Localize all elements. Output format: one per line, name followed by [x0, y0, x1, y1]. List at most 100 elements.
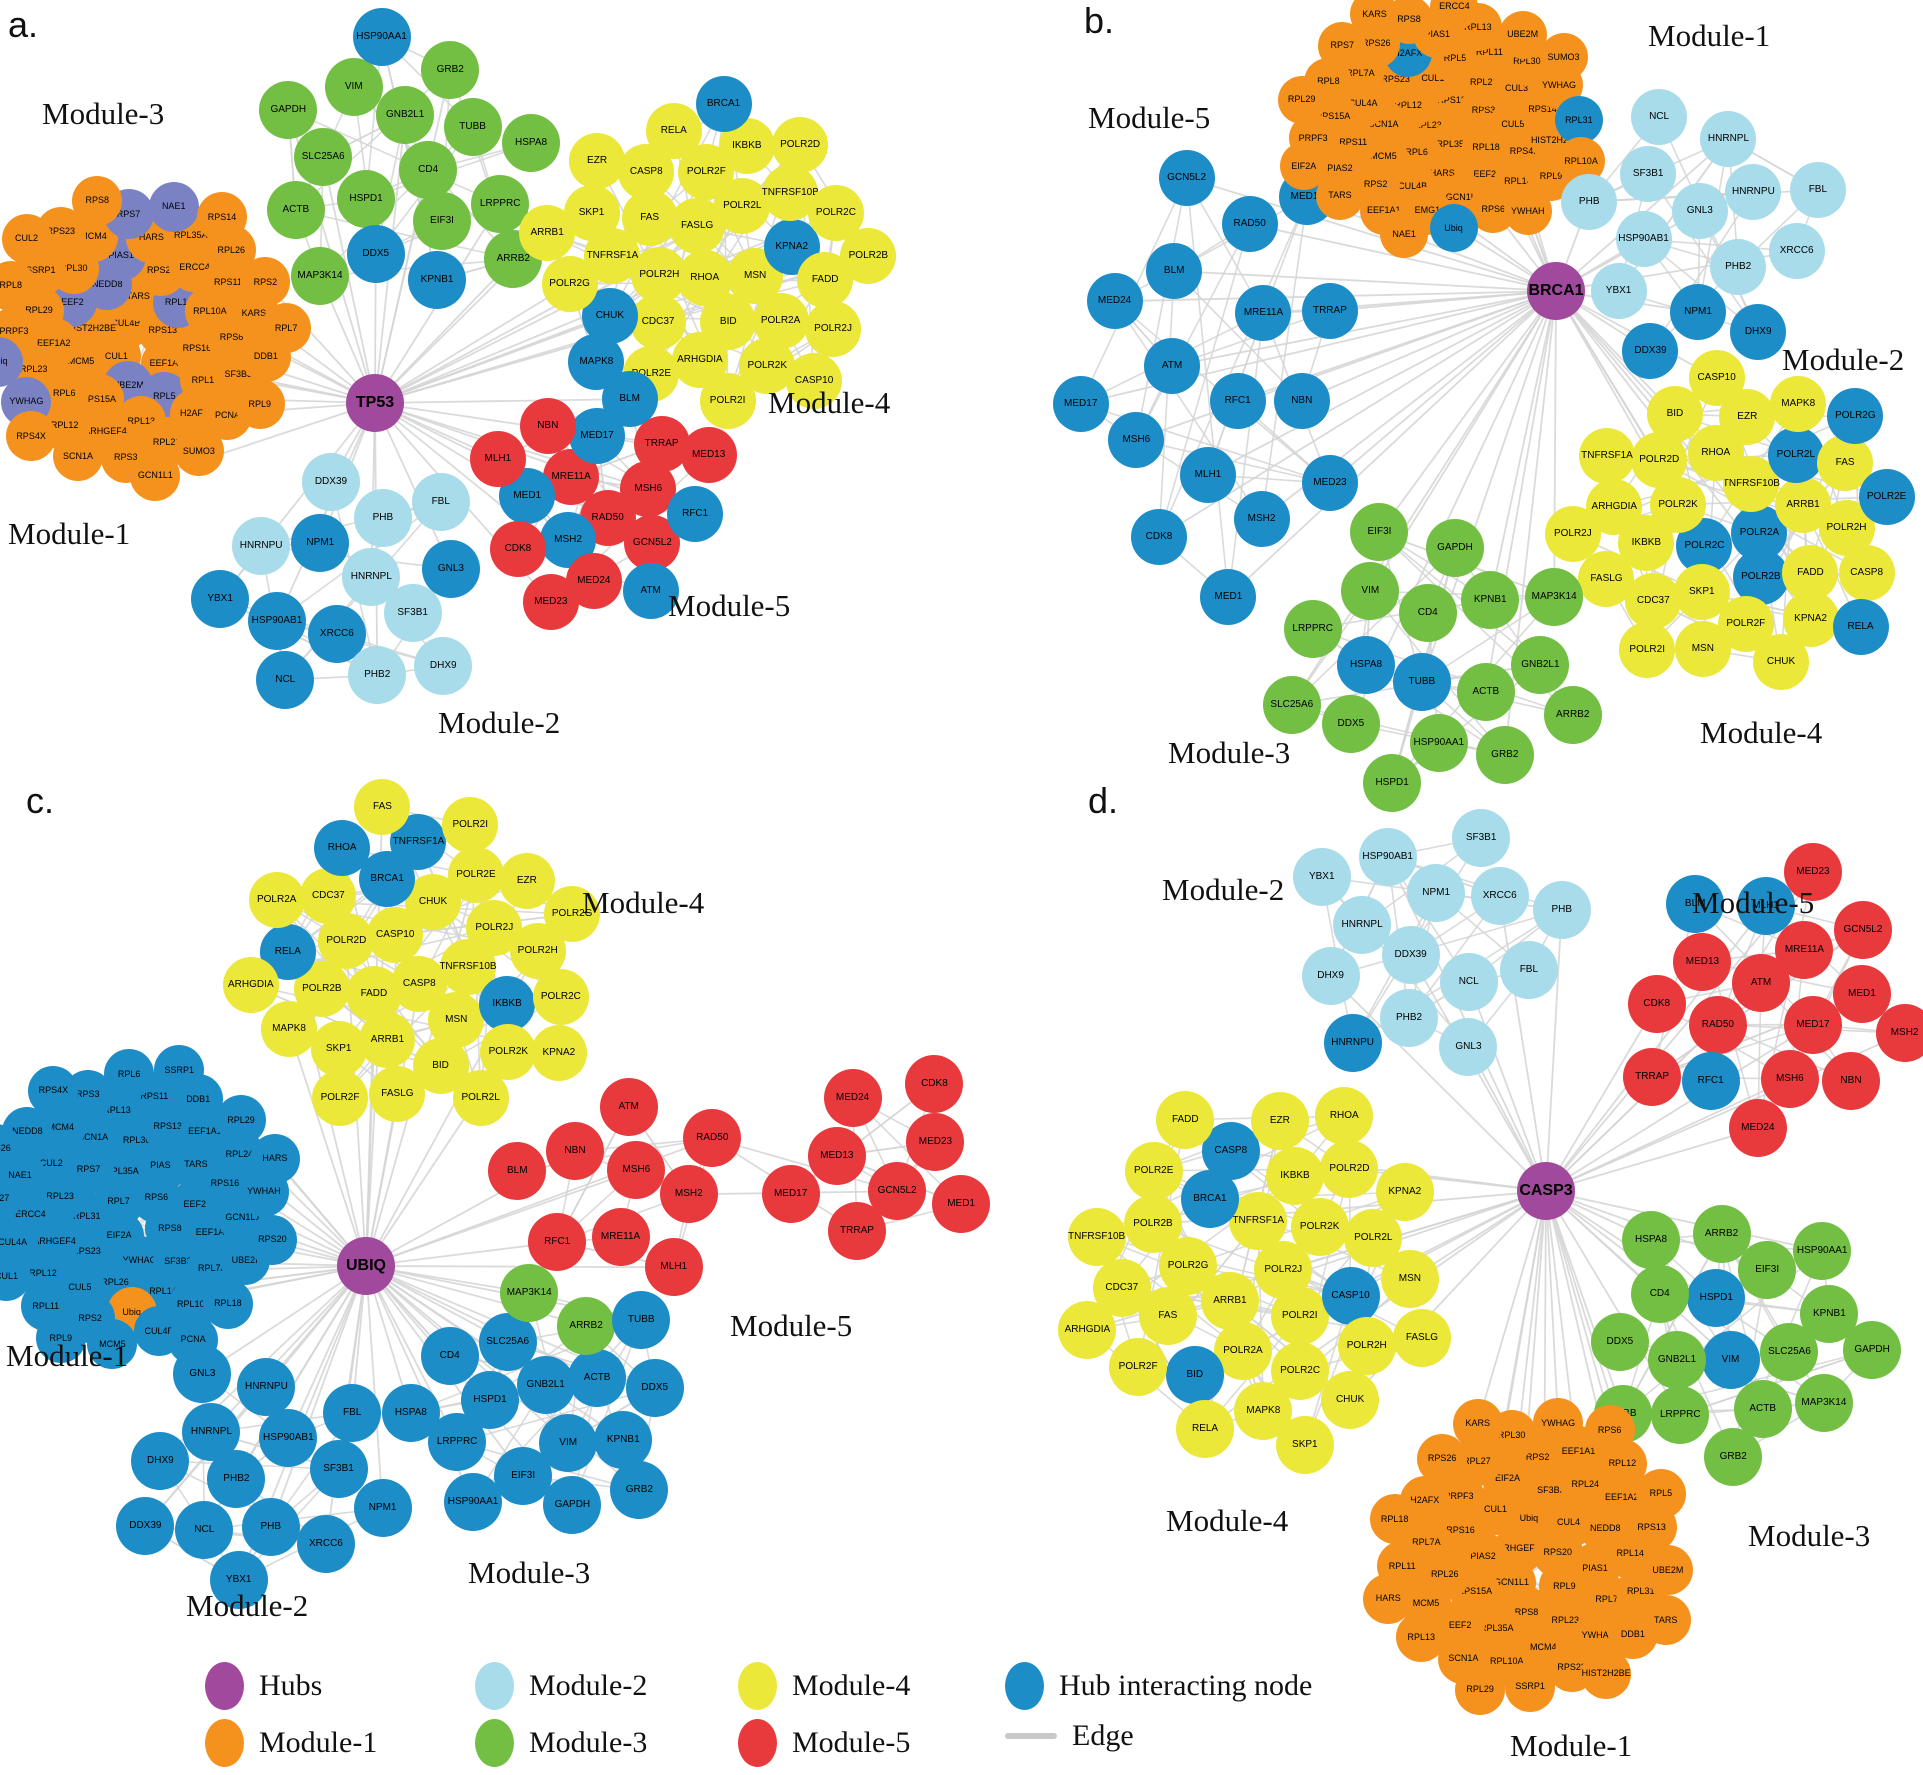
node-EIF2A: EIF2A — [1279, 142, 1328, 191]
node-XRCC6: XRCC6 — [1470, 867, 1529, 926]
node-MED23: MED23 — [1301, 455, 1358, 512]
module-label-module-2: Module-2 — [1782, 342, 1905, 377]
node-MED1: MED1 — [499, 468, 556, 525]
node-RPS26: RPS26 — [0, 1123, 22, 1174]
node-HSPD1: HSPD1 — [1687, 1269, 1746, 1328]
node-ATM: ATM — [599, 1078, 658, 1137]
node-YBX1: YBX1 — [209, 1551, 268, 1610]
node-TNFRSF1A: TNFRSF1A — [1579, 428, 1636, 485]
node-MRE11A: MRE11A — [1775, 920, 1834, 979]
node-NPM1: NPM1 — [291, 514, 350, 573]
node-EZR: EZR — [1250, 1092, 1309, 1151]
node-SF3B1: SF3B1 — [1452, 808, 1511, 867]
node-PHB: PHB — [353, 489, 412, 548]
node-CASP10: CASP10 — [1321, 1267, 1380, 1326]
node-GNB2L1: GNB2L1 — [516, 1356, 575, 1415]
node-CASP10: CASP10 — [1688, 349, 1745, 406]
node-KPNA2: KPNA2 — [530, 1025, 587, 1082]
node-BRCA1: BRCA1 — [695, 76, 752, 133]
node-Ubiq: Ubiq — [0, 336, 24, 387]
node-YWHAH: YWHAH — [1503, 187, 1552, 236]
node-MED24: MED24 — [1086, 273, 1143, 330]
node-HARS: HARS — [1363, 1573, 1414, 1624]
node-CHUK: CHUK — [1753, 633, 1810, 690]
node-YBX1: YBX1 — [191, 570, 250, 629]
node-MSH2: MSH2 — [1875, 1004, 1923, 1063]
legend-item-hub-interacting: Hub interacting node — [1005, 1662, 1312, 1710]
node-ATM: ATM — [1144, 337, 1201, 394]
node-RPL27: RPL27 — [0, 1173, 21, 1224]
node-GAPDH: GAPDH — [543, 1476, 602, 1535]
node-RAD50: RAD50 — [683, 1109, 742, 1168]
legend-item-module1: Module-1 — [205, 1719, 377, 1767]
module-label-module-1: Module-1 — [1510, 1728, 1633, 1763]
panel-letter-c: c. — [26, 780, 55, 821]
node-HSP90AB1: HSP90AB1 — [247, 592, 306, 651]
node-DDX39: DDX39 — [1381, 926, 1440, 985]
node-POLR2D: POLR2D — [1631, 432, 1688, 489]
node-NAE1: NAE1 — [1380, 210, 1429, 259]
node-POLR2H: POLR2H — [631, 246, 688, 303]
module-label-module-5: Module-5 — [668, 588, 791, 623]
node-RPS4X: RPS4X — [6, 411, 57, 462]
node-SF3B1: SF3B1 — [1620, 146, 1677, 202]
node-POLR2B: POLR2B — [1123, 1195, 1182, 1254]
node-FBL: FBL — [323, 1383, 382, 1442]
node-ARRB2: ARRB2 — [1543, 686, 1602, 745]
node-MED13: MED13 — [807, 1126, 866, 1185]
node-POLR2J: POLR2J — [805, 300, 862, 357]
node-EIF3I: EIF3I — [1350, 503, 1409, 562]
node-MED24: MED24 — [1728, 1099, 1787, 1158]
node-RPS6: RPS6 — [1584, 1405, 1635, 1456]
node-NAE1: NAE1 — [148, 181, 199, 232]
node-MLH1: MLH1 — [1179, 446, 1236, 503]
node-VIM: VIM — [1341, 562, 1400, 621]
node-TRRAP: TRRAP — [1623, 1048, 1682, 1107]
node-RPS20: RPS20 — [247, 1214, 298, 1265]
hub-node-BRCA1: BRCA1 — [1527, 262, 1585, 320]
node-ARRB1: ARRB1 — [359, 1012, 416, 1069]
node-HIST2H2BE: HIST2H2BE — [1581, 1648, 1632, 1699]
node-YBX1: YBX1 — [1590, 263, 1647, 320]
node-PHB2: PHB2 — [1380, 988, 1438, 1047]
node-TRRAP: TRRAP — [633, 416, 690, 473]
node-SF3B1: SF3B1 — [383, 584, 442, 643]
node-ARRB2: ARRB2 — [484, 230, 543, 289]
node-POLR2B: POLR2B — [840, 227, 897, 284]
node-HSP90AA1: HSP90AA1 — [352, 8, 411, 66]
module1-swatch — [205, 1719, 244, 1767]
node-SLC25A6: SLC25A6 — [1262, 675, 1321, 734]
module2-swatch — [475, 1662, 514, 1710]
node-HSP90AA1: HSP90AA1 — [444, 1472, 503, 1531]
node-DHX9: DHX9 — [131, 1431, 190, 1490]
node-RAD50: RAD50 — [1688, 995, 1747, 1054]
node-ARRB1: ARRB1 — [519, 204, 576, 261]
node-GAPDH: GAPDH — [1425, 519, 1484, 578]
node-POLR2K: POLR2K — [739, 337, 796, 394]
legend-item-hubs: Hubs — [205, 1662, 322, 1710]
node-MED23: MED23 — [1783, 843, 1842, 902]
node-YBX1: YBX1 — [1292, 847, 1351, 906]
node-BID: BID — [1646, 386, 1703, 443]
node-GRB2: GRB2 — [1475, 726, 1534, 785]
node-RPL9: RPL9 — [234, 379, 285, 430]
node-HSP90AA1: HSP90AA1 — [1793, 1222, 1852, 1281]
node-GNB2L1: GNB2L1 — [376, 86, 435, 145]
node-NCL: NCL — [256, 650, 315, 709]
legend-label: Hub interacting node — [1059, 1669, 1313, 1702]
node-DHX9: DHX9 — [1730, 304, 1787, 361]
node-RPL31: RPL31 — [1554, 96, 1603, 145]
node-KPNB1: KPNB1 — [594, 1410, 653, 1469]
node-GAPDH: GAPDH — [259, 80, 318, 139]
node-EIF3I: EIF3I — [412, 192, 471, 251]
node-NBN: NBN — [519, 398, 576, 455]
node-HARS: HARS — [249, 1133, 300, 1184]
node-POLR2E: POLR2E — [1858, 468, 1915, 525]
module-label-module-2: Module-2 — [1162, 872, 1285, 907]
legend-label: Module-3 — [529, 1726, 648, 1759]
node-TUBB: TUBB — [612, 1290, 671, 1349]
node-PHB2: PHB2 — [1710, 238, 1767, 295]
module-label-module-1: Module-1 — [6, 1338, 129, 1373]
node-SLC25A6: SLC25A6 — [294, 128, 353, 187]
node-MAP3K14: MAP3K14 — [291, 247, 350, 306]
